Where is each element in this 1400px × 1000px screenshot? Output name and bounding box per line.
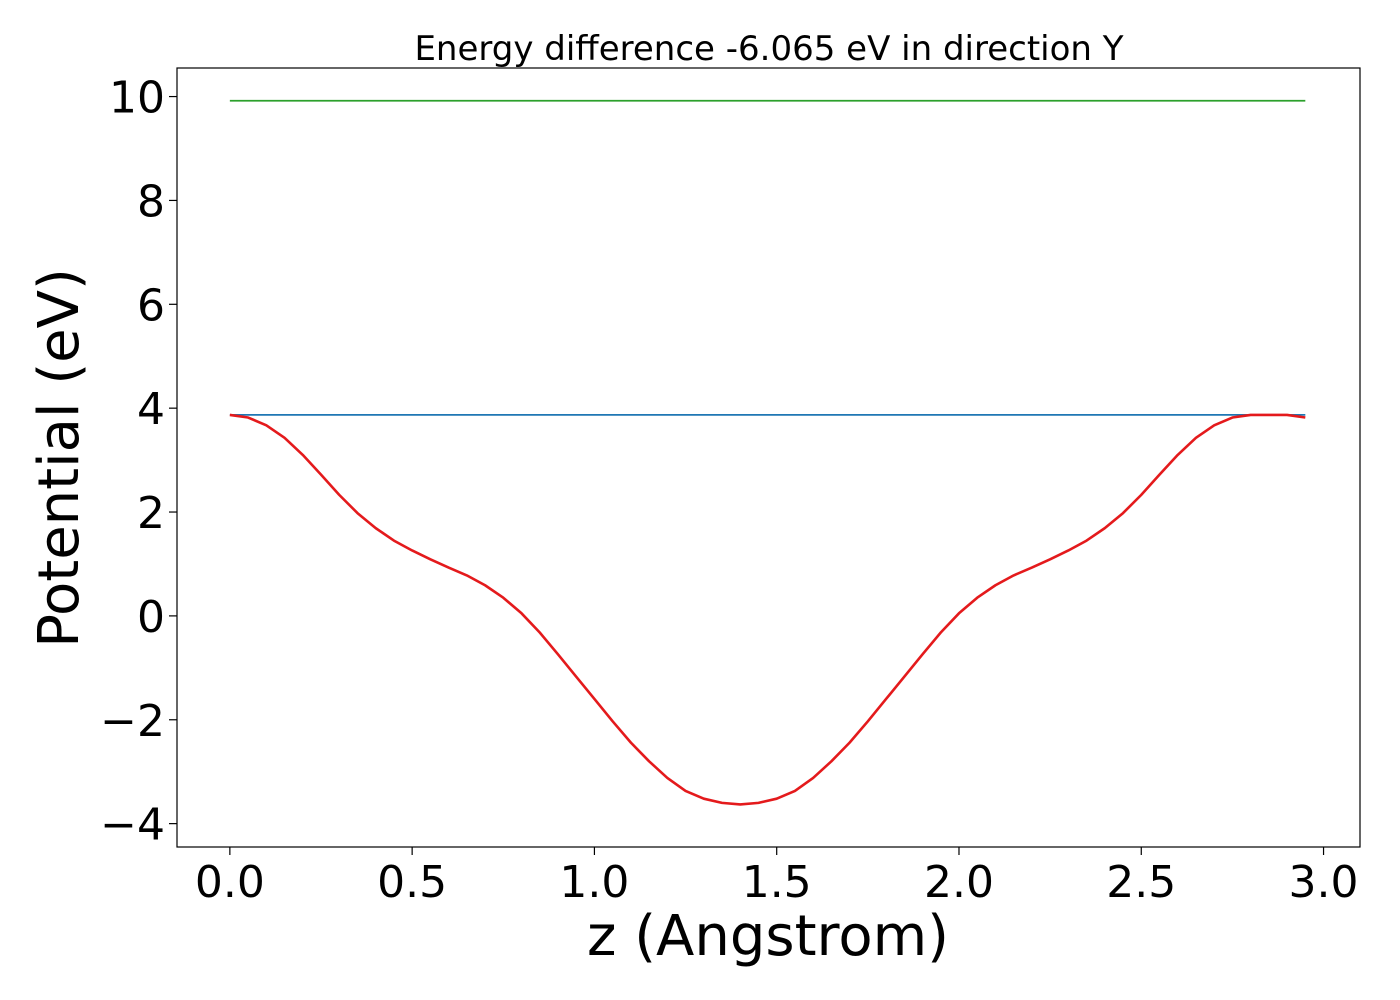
x-tick-label: 2.5 bbox=[1106, 857, 1176, 908]
y-tick-label: −4 bbox=[100, 800, 165, 851]
plot-frame bbox=[176, 67, 1361, 848]
y-tick-label: 0 bbox=[137, 592, 165, 643]
x-tick-label: 1.5 bbox=[742, 857, 812, 908]
chart-title: Energy difference -6.065 eV in direction… bbox=[414, 29, 1123, 69]
y-tick-label: 6 bbox=[137, 280, 165, 331]
x-axis-label: z (Angstrom) bbox=[587, 904, 949, 969]
x-tick-label: 0.5 bbox=[377, 857, 447, 908]
series-line-3 bbox=[229, 413, 1306, 806]
y-tick-label: 10 bbox=[109, 73, 165, 124]
y-tick-label: 4 bbox=[137, 384, 165, 435]
x-axis-ticks: 0.0 0.5 1.0 1.5 2.0 2.5 3.0 bbox=[195, 847, 1359, 908]
x-tick-label: 2.0 bbox=[924, 857, 994, 908]
x-tick-label: 3.0 bbox=[1289, 857, 1359, 908]
y-tick-label: −2 bbox=[100, 696, 165, 747]
x-tick-label: 1.0 bbox=[559, 857, 629, 908]
y-axis-label: Potential (eV) bbox=[27, 268, 92, 648]
y-tick-label: 2 bbox=[137, 488, 165, 539]
y-axis-ticks: −4 −2 0 2 4 6 8 10 bbox=[100, 73, 177, 851]
series-layer bbox=[229, 99, 1306, 806]
x-tick-label: 0.0 bbox=[195, 857, 265, 908]
y-tick-label: 8 bbox=[137, 176, 165, 227]
